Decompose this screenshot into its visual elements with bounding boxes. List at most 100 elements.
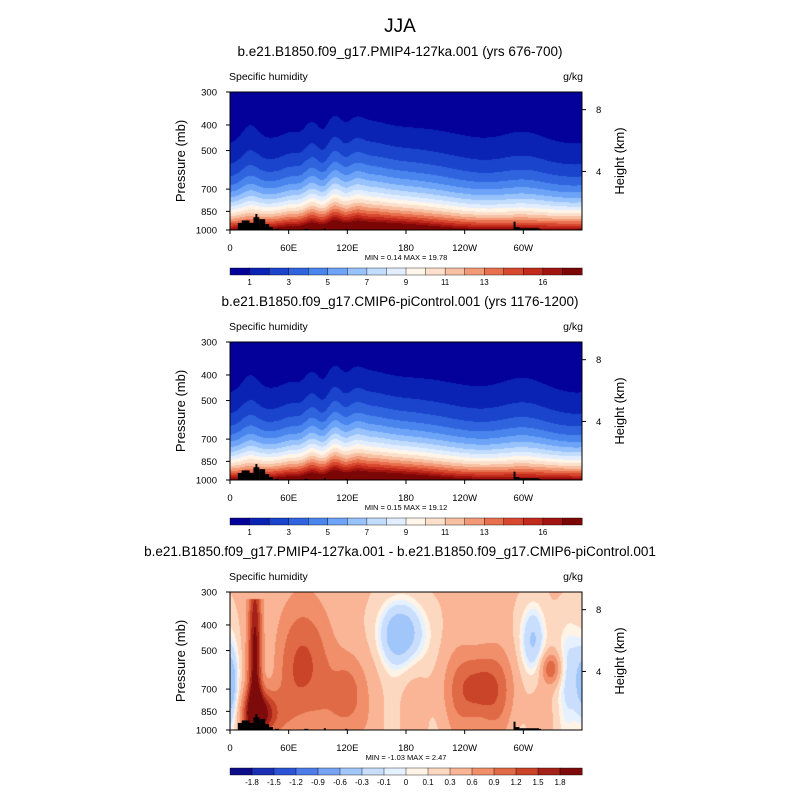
colorbar: 1 3 5 7 9 11 13 16 xyxy=(229,517,583,537)
topography-mask xyxy=(237,464,541,480)
variable-label: Specific humidity xyxy=(229,71,309,83)
colorbar-box xyxy=(317,767,341,776)
y2-tick-label: 4 xyxy=(596,417,601,428)
colorbar-box xyxy=(361,767,385,776)
colorbar-box xyxy=(542,517,563,526)
colorbar-box xyxy=(347,267,368,276)
field-raster xyxy=(230,92,582,230)
colorbar-label: 7 xyxy=(365,528,370,537)
colorbar-box xyxy=(471,767,495,776)
topography-block xyxy=(323,478,326,480)
field-raster xyxy=(230,342,582,480)
colorbar-label: 16 xyxy=(538,528,547,537)
topography-block xyxy=(515,727,520,730)
variable-label: Specific humidity xyxy=(229,571,309,583)
colorbar-box xyxy=(308,517,329,526)
y-tick-label: 850 xyxy=(201,457,217,468)
colorbar-box xyxy=(493,767,517,776)
units-label: g/kg xyxy=(563,71,583,83)
colorbar-box xyxy=(339,767,363,776)
colorbar-box xyxy=(503,517,524,526)
colorbar-label: -1.8 xyxy=(245,778,259,787)
colorbar-label: -1.2 xyxy=(289,778,303,787)
x-tick-label: 120E xyxy=(336,493,358,504)
topography-block xyxy=(259,719,266,730)
colorbar-box xyxy=(444,517,466,526)
colorbar-box xyxy=(464,517,485,526)
y-tick-label: 850 xyxy=(201,707,217,718)
y2-tick-label: 4 xyxy=(596,667,601,678)
colorbar-box xyxy=(559,767,583,776)
topography-block xyxy=(274,728,279,730)
topography-block xyxy=(538,728,541,730)
x-tick-label: 60E xyxy=(280,493,297,504)
x-tick-label: 180 xyxy=(398,493,414,504)
figure-title: JJA xyxy=(384,16,416,37)
min-max-stats: MIN = 0.14 MAX = 19.78 xyxy=(365,253,448,262)
topography-block xyxy=(265,724,270,730)
colorbar-box xyxy=(503,267,524,276)
colorbar-label: 0 xyxy=(404,778,409,787)
topography-block xyxy=(345,478,348,480)
topography-block xyxy=(269,227,274,230)
x-tick-label: 120W xyxy=(452,493,477,504)
topography-block xyxy=(513,221,516,230)
colorbar-box xyxy=(562,267,583,276)
colorbar-box xyxy=(229,267,251,276)
colorbar-box xyxy=(405,517,427,526)
units-label: g/kg xyxy=(563,571,583,583)
colorbar-box xyxy=(444,267,466,276)
variable-label: Specific humidity xyxy=(229,321,309,333)
topography-block xyxy=(519,478,539,480)
y-tick-label: 300 xyxy=(201,588,217,599)
topography-block xyxy=(323,228,326,230)
y2-tick-label: 8 xyxy=(596,355,601,366)
colorbar-box xyxy=(229,767,253,776)
colorbar-box xyxy=(249,267,270,276)
y-axis-label: Pressure (mb) xyxy=(173,370,188,452)
topography-block xyxy=(538,228,541,230)
y2-tick-label: 8 xyxy=(596,105,601,116)
y2-axis-label: Height (km) xyxy=(612,377,627,444)
colorbar-box xyxy=(542,267,563,276)
x-tick-label: 60W xyxy=(514,493,534,504)
panel-title: b.e21.B1850.f09_g17.CMIP6-piControl.001 … xyxy=(222,294,579,309)
topography-block xyxy=(323,728,326,730)
colorbar-label: 3 xyxy=(286,528,291,537)
colorbar-box xyxy=(523,267,544,276)
colorbar-box xyxy=(273,767,297,776)
y2-axis-label: Height (km) xyxy=(612,127,627,194)
topography-block xyxy=(269,727,274,730)
colorbar-label: -0.1 xyxy=(377,778,391,787)
x-tick-label: 60E xyxy=(280,243,297,254)
topography-mask xyxy=(237,214,541,230)
topography-block xyxy=(274,478,279,480)
colorbar-label: 1.5 xyxy=(532,778,544,787)
y-tick-label: 400 xyxy=(201,620,217,631)
colorbar-label: 1.2 xyxy=(510,778,522,787)
colorbar-box xyxy=(405,267,427,276)
panel-title: b.e21.B1850.f09_g17.PMIP4-127ka.001 (yrs… xyxy=(238,44,563,59)
topography-block xyxy=(269,477,274,480)
colorbar-box xyxy=(308,267,329,276)
colorbar-box xyxy=(383,767,407,776)
topography-block xyxy=(515,227,520,230)
colorbar-box xyxy=(295,767,319,776)
colorbar-box xyxy=(464,267,485,276)
colorbar-box xyxy=(251,767,275,776)
y-axis-label: Pressure (mb) xyxy=(173,620,188,702)
y-tick-label: 1000 xyxy=(196,226,217,237)
colorbar-box xyxy=(449,767,473,776)
colorbar-box xyxy=(425,517,446,526)
colorbar-box xyxy=(562,517,583,526)
panel-title: b.e21.B1850.f09_g17.PMIP4-127ka.001 - b.… xyxy=(144,544,656,559)
colorbar-box xyxy=(229,517,251,526)
colorbar-box xyxy=(347,517,368,526)
colorbar-label: -1.5 xyxy=(267,778,281,787)
topography-block xyxy=(304,228,309,230)
topography-block xyxy=(255,464,258,480)
y2-tick-label: 4 xyxy=(596,167,601,178)
topography-block xyxy=(304,478,309,480)
x-tick-label: 0 xyxy=(227,243,232,254)
